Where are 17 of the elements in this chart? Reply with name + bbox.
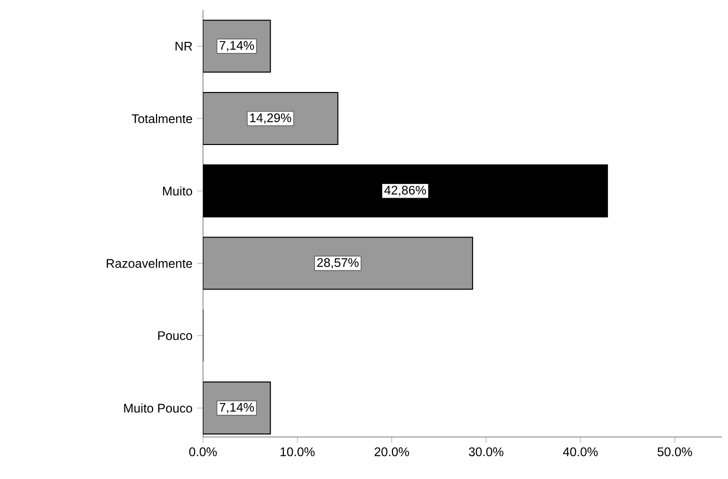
x-tick-label: 0.0% [189,447,217,456]
data-label: 7,14% [220,402,254,414]
y-tick-label: Razoavelmente [106,258,192,268]
y-tick-label: Totalmente [132,114,192,124]
y-tick-label: NR [176,42,192,50]
data-label: 28,57% [317,258,359,268]
x-tick-label: 30.0% [468,447,504,456]
x-tick-label: 50.0% [658,447,692,456]
y-tick-label: Muito Pouco [124,403,192,413]
x-tick-label: 20.0% [374,447,409,456]
x-tick-label: 10.0% [280,447,315,456]
data-label: 42,86% [384,186,426,196]
data-label: 7,14% [220,41,254,52]
y-tick-label: Pouco [158,331,192,340]
data-label: 14,29% [250,113,292,124]
x-tick-label: 40.0% [563,447,598,456]
y-tick-label: Muito [163,186,192,196]
